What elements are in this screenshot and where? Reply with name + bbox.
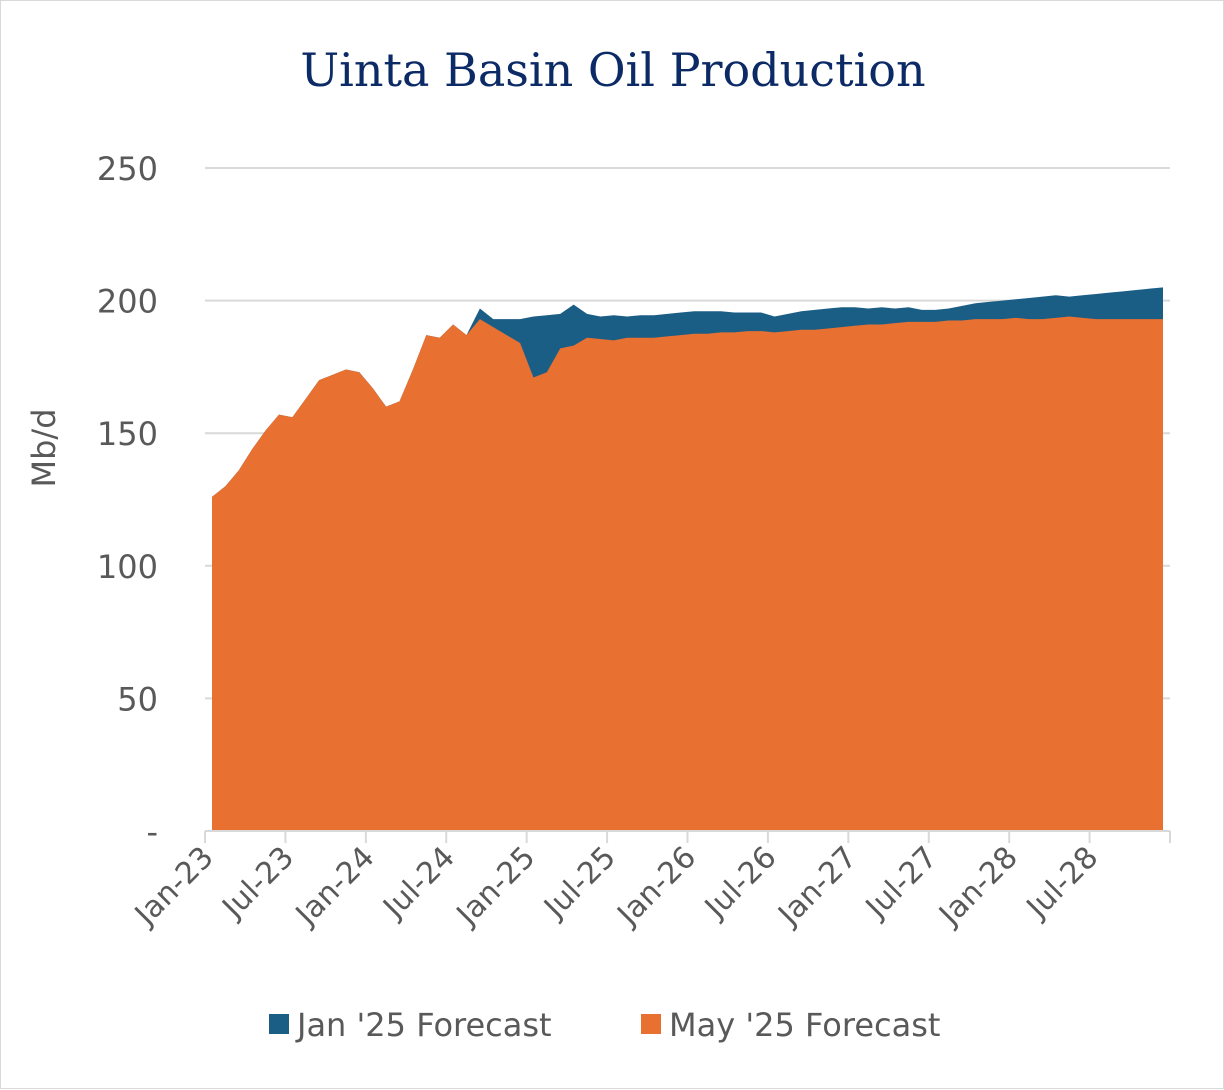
x-axis-tick-labels: Jan-23Jul-23Jan-24Jul-24Jan-25Jul-25Jan-…: [127, 840, 1105, 934]
y-tick-label: -: [146, 813, 158, 851]
axes: [204, 830, 1171, 843]
y-tick-label: 150: [97, 415, 158, 453]
x-tick-label: Jul-28: [1019, 840, 1105, 926]
y-tick-label: 50: [117, 680, 158, 718]
y-tick-label: 250: [97, 150, 158, 188]
x-tick-label: Jul-26: [697, 840, 783, 926]
area-series-may25-forecast: [212, 316, 1163, 831]
legend-swatch: [269, 1014, 289, 1034]
x-tick-label: Jul-25: [536, 840, 622, 926]
chart-title: Uinta Basin Oil Production: [300, 43, 925, 97]
y-axis-title: Mb/d: [25, 408, 63, 487]
y-tick-label: 200: [97, 283, 158, 321]
x-tick-label: Jul-23: [215, 840, 301, 926]
area-series: [212, 287, 1163, 832]
legend-swatch: [641, 1014, 661, 1034]
x-tick-label: Jan-23: [127, 840, 221, 934]
x-tick-label: Jan-24: [288, 840, 382, 934]
x-tick-label: Jan-26: [610, 840, 704, 934]
x-tick-label: Jan-28: [931, 840, 1025, 934]
legend-label: May '25 Forecast: [669, 1006, 940, 1044]
x-tick-label: Jul-24: [375, 840, 461, 926]
y-axis-tick-labels: - 50 100 150 200 250: [97, 150, 158, 851]
legend-label: Jan '25 Forecast: [295, 1006, 552, 1044]
x-tick-label: Jan-25: [449, 840, 543, 934]
legend: Jan '25 Forecast May '25 Forecast: [269, 1006, 940, 1044]
x-tick-label: Jan-27: [770, 840, 864, 934]
x-tick-label: Jul-27: [858, 840, 944, 926]
y-tick-label: 100: [97, 548, 158, 586]
